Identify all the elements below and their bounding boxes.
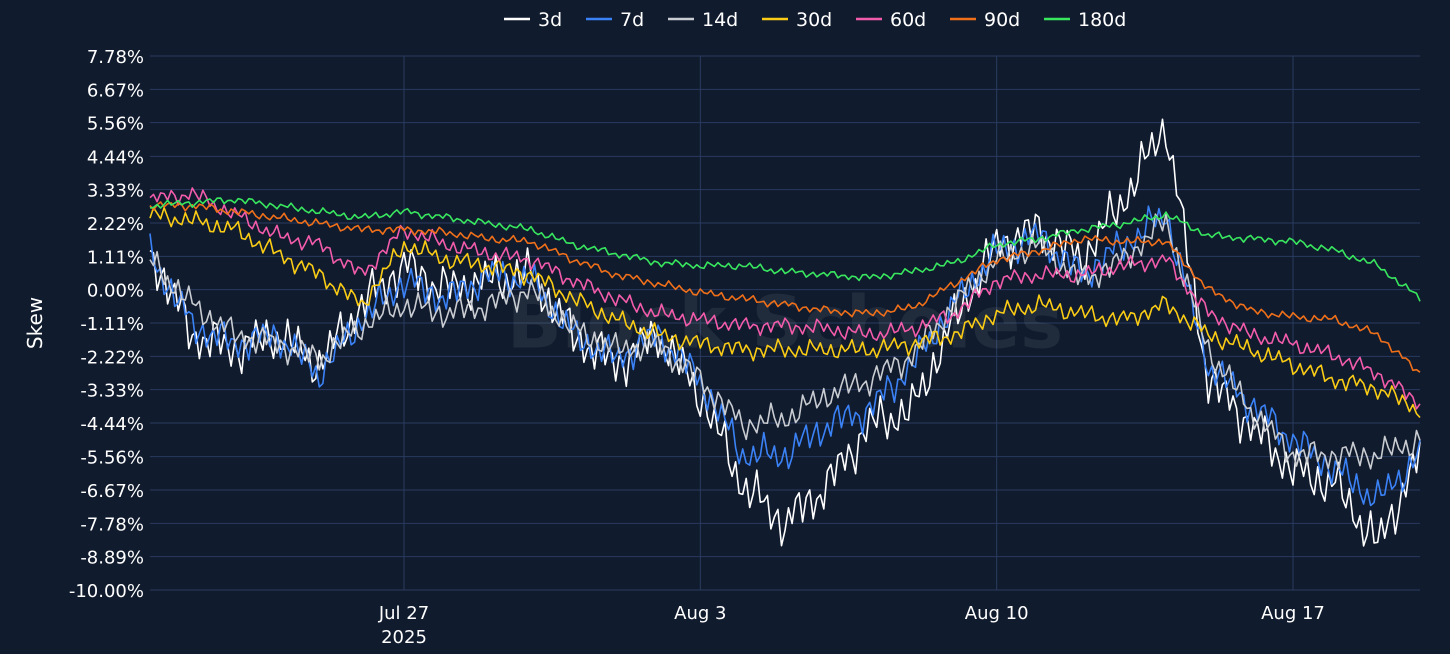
legend-item-3d: 3d — [504, 9, 562, 31]
y-tick-label: 5.56% — [87, 114, 144, 135]
series-line-90d — [149, 201, 1421, 373]
series-line-30d — [149, 206, 1421, 419]
y-tick-label: 0.00% — [87, 281, 144, 302]
x-tick-label: Aug 17 — [1261, 603, 1325, 624]
y-tick-label: -3.33% — [80, 381, 144, 402]
series-line-14d — [149, 213, 1421, 470]
grid — [150, 55, 1420, 591]
legend-item-60d: 60d — [856, 9, 926, 31]
legend-item-30d: 30d — [762, 9, 832, 31]
legend-label: 14d — [702, 9, 738, 31]
legend-item-7d: 7d — [586, 9, 644, 31]
legend-label: 90d — [984, 9, 1020, 31]
legend: 3d 7d 14d 30d 60d 90d 180d — [504, 9, 1126, 31]
y-axis-label: Skew — [23, 297, 47, 349]
x-tick-sublabel: 2025 — [381, 627, 427, 648]
y-tick-label: -4.44% — [80, 414, 144, 435]
series-line-3d — [149, 118, 1421, 547]
y-axis: 7.78% 6.67% 5.56% 4.44% 3.33% 2.22% 1.11% 0.00%… — [69, 47, 144, 602]
legend-label: 30d — [796, 9, 832, 31]
x-tick-label: Aug 10 — [965, 603, 1029, 624]
y-tick-label: -5.56% — [80, 448, 144, 469]
y-tick-label: -7.78% — [80, 514, 144, 535]
legend-item-180d: 180d — [1044, 9, 1126, 31]
y-tick-label: -2.22% — [80, 347, 144, 368]
series-lines — [149, 118, 1421, 547]
y-tick-label: -10.00% — [69, 581, 144, 602]
y-tick-label: 1.11% — [87, 247, 144, 268]
y-tick-label: 3.33% — [87, 181, 144, 202]
x-tick-label: Jul 27 — [378, 603, 429, 624]
legend-label: 180d — [1078, 9, 1126, 31]
legend-item-14d: 14d — [668, 9, 738, 31]
legend-label: 60d — [890, 9, 926, 31]
y-tick-label: -8.89% — [80, 548, 144, 569]
legend-label: 7d — [620, 9, 644, 31]
y-tick-label: 6.67% — [87, 80, 144, 101]
series-line-180d — [149, 197, 1421, 302]
y-tick-label: -1.11% — [80, 314, 144, 335]
y-tick-label: -6.67% — [80, 481, 144, 502]
y-tick-label: 4.44% — [87, 147, 144, 168]
y-tick-label: 2.22% — [87, 214, 144, 235]
legend-label: 3d — [538, 9, 562, 31]
series-line-7d — [149, 205, 1421, 507]
series-line-60d — [149, 187, 1421, 410]
x-tick-label: Aug 3 — [674, 603, 726, 624]
x-axis: Jul 27 2025 Aug 3 Aug 10 Aug 17 — [378, 603, 1325, 648]
legend-item-90d: 90d — [950, 9, 1020, 31]
y-tick-label: 7.78% — [87, 47, 144, 68]
